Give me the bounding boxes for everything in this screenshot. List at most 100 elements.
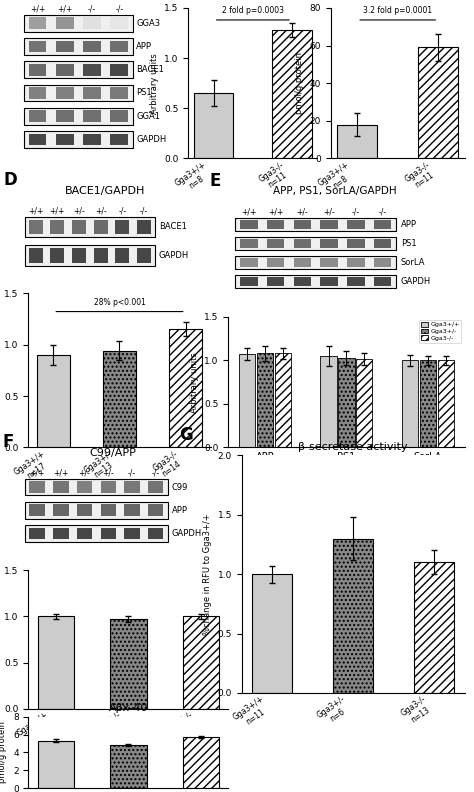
Y-axis label: pmol/g protein: pmol/g protein (0, 722, 8, 783)
Bar (56, 134, 73, 145)
Text: A: A (11, 0, 24, 5)
Text: +/+: +/+ (29, 469, 45, 478)
Bar (83, 87, 101, 99)
Bar (236, 218, 396, 231)
Bar (124, 482, 140, 493)
Bar (124, 505, 140, 516)
Bar (240, 219, 257, 229)
Bar (77, 505, 92, 516)
Text: n=8: n=8 (425, 454, 430, 466)
Bar (28, 40, 46, 52)
Bar (28, 17, 46, 29)
Bar (294, 238, 311, 248)
Bar (24, 38, 133, 55)
Text: APP: APP (401, 220, 417, 229)
Bar (83, 17, 101, 29)
Bar (347, 238, 365, 248)
Title: Aβx-40: Aβx-40 (109, 703, 148, 714)
Bar (56, 87, 73, 99)
Bar (28, 248, 43, 263)
Text: -/-: -/- (352, 208, 360, 217)
Text: PS1: PS1 (136, 89, 152, 97)
Bar (94, 248, 108, 263)
Text: -/-: -/- (140, 207, 148, 216)
Bar (402, 360, 418, 447)
Bar (28, 110, 46, 122)
Bar (25, 246, 155, 266)
Bar (83, 64, 101, 75)
Bar (24, 131, 133, 148)
Bar (36, 355, 70, 447)
Y-axis label: pmol/g protein: pmol/g protein (295, 52, 304, 114)
Bar (347, 276, 365, 286)
Text: SorLA: SorLA (401, 258, 425, 267)
Bar (110, 110, 128, 122)
Bar (25, 502, 168, 519)
Text: -/-: -/- (379, 208, 387, 217)
Y-axis label: Arbitrary units: Arbitrary units (190, 352, 199, 413)
Text: BACE1: BACE1 (136, 65, 164, 74)
Bar (29, 505, 45, 516)
Y-axis label: Arbitrary units: Arbitrary units (150, 53, 159, 113)
Bar (252, 574, 292, 693)
Bar (100, 505, 116, 516)
Text: GAPDH: GAPDH (401, 277, 431, 286)
Text: +/+: +/+ (241, 208, 256, 217)
Bar (28, 219, 43, 234)
Legend: Gga3+/+, Gga3+/-, Gga3-/-: Gga3+/+, Gga3+/-, Gga3-/- (419, 320, 461, 343)
Bar (72, 248, 86, 263)
Bar (124, 527, 140, 539)
Title: APP, PS1, SorLA/GAPDH: APP, PS1, SorLA/GAPDH (273, 186, 396, 196)
Text: E: E (210, 172, 221, 190)
Text: +/+: +/+ (50, 207, 65, 216)
Text: n=10: n=10 (344, 454, 349, 469)
Bar (320, 238, 338, 248)
Bar (236, 256, 396, 269)
Bar (56, 40, 73, 52)
Bar (347, 257, 365, 267)
Bar (356, 359, 373, 447)
Bar (110, 744, 146, 788)
Bar (37, 616, 74, 709)
Text: +/+: +/+ (30, 4, 45, 13)
Bar (267, 276, 284, 286)
Bar (240, 257, 257, 267)
Bar (83, 40, 101, 52)
Text: n=16: n=16 (362, 454, 367, 469)
Bar (110, 87, 128, 99)
Text: n=10: n=10 (263, 454, 268, 469)
Bar (115, 219, 129, 234)
Bar (110, 64, 128, 75)
Text: n=16: n=16 (281, 454, 285, 469)
Title: β-secretase activity: β-secretase activity (298, 442, 408, 452)
Y-axis label: %change in RFU to Gga3+/+: %change in RFU to Gga3+/+ (203, 513, 212, 635)
Bar (103, 351, 136, 447)
Text: +/+: +/+ (53, 469, 69, 478)
Bar (294, 257, 311, 267)
Bar (294, 219, 311, 229)
Bar (72, 219, 86, 234)
Bar (83, 134, 101, 145)
Text: 3.2 fold p=0.0001: 3.2 fold p=0.0001 (363, 6, 432, 15)
Bar (438, 360, 454, 447)
Bar (240, 238, 257, 248)
Bar (374, 219, 392, 229)
Bar (24, 85, 133, 101)
Bar (236, 275, 396, 288)
Bar (418, 48, 458, 158)
Bar (50, 248, 64, 263)
Text: +/+: +/+ (268, 208, 283, 217)
Bar (110, 134, 128, 145)
Text: n=17: n=17 (326, 454, 331, 469)
Text: -/-: -/- (152, 469, 160, 478)
Text: -/-: -/- (118, 207, 127, 216)
Bar (267, 257, 284, 267)
Text: +/+: +/+ (28, 207, 43, 216)
Bar (374, 257, 392, 267)
Text: GGA1: GGA1 (136, 112, 160, 120)
Text: GAPDH: GAPDH (172, 529, 202, 538)
Text: BACE1: BACE1 (159, 223, 187, 231)
Bar (53, 482, 69, 493)
Bar (56, 110, 73, 122)
Bar (115, 248, 129, 263)
